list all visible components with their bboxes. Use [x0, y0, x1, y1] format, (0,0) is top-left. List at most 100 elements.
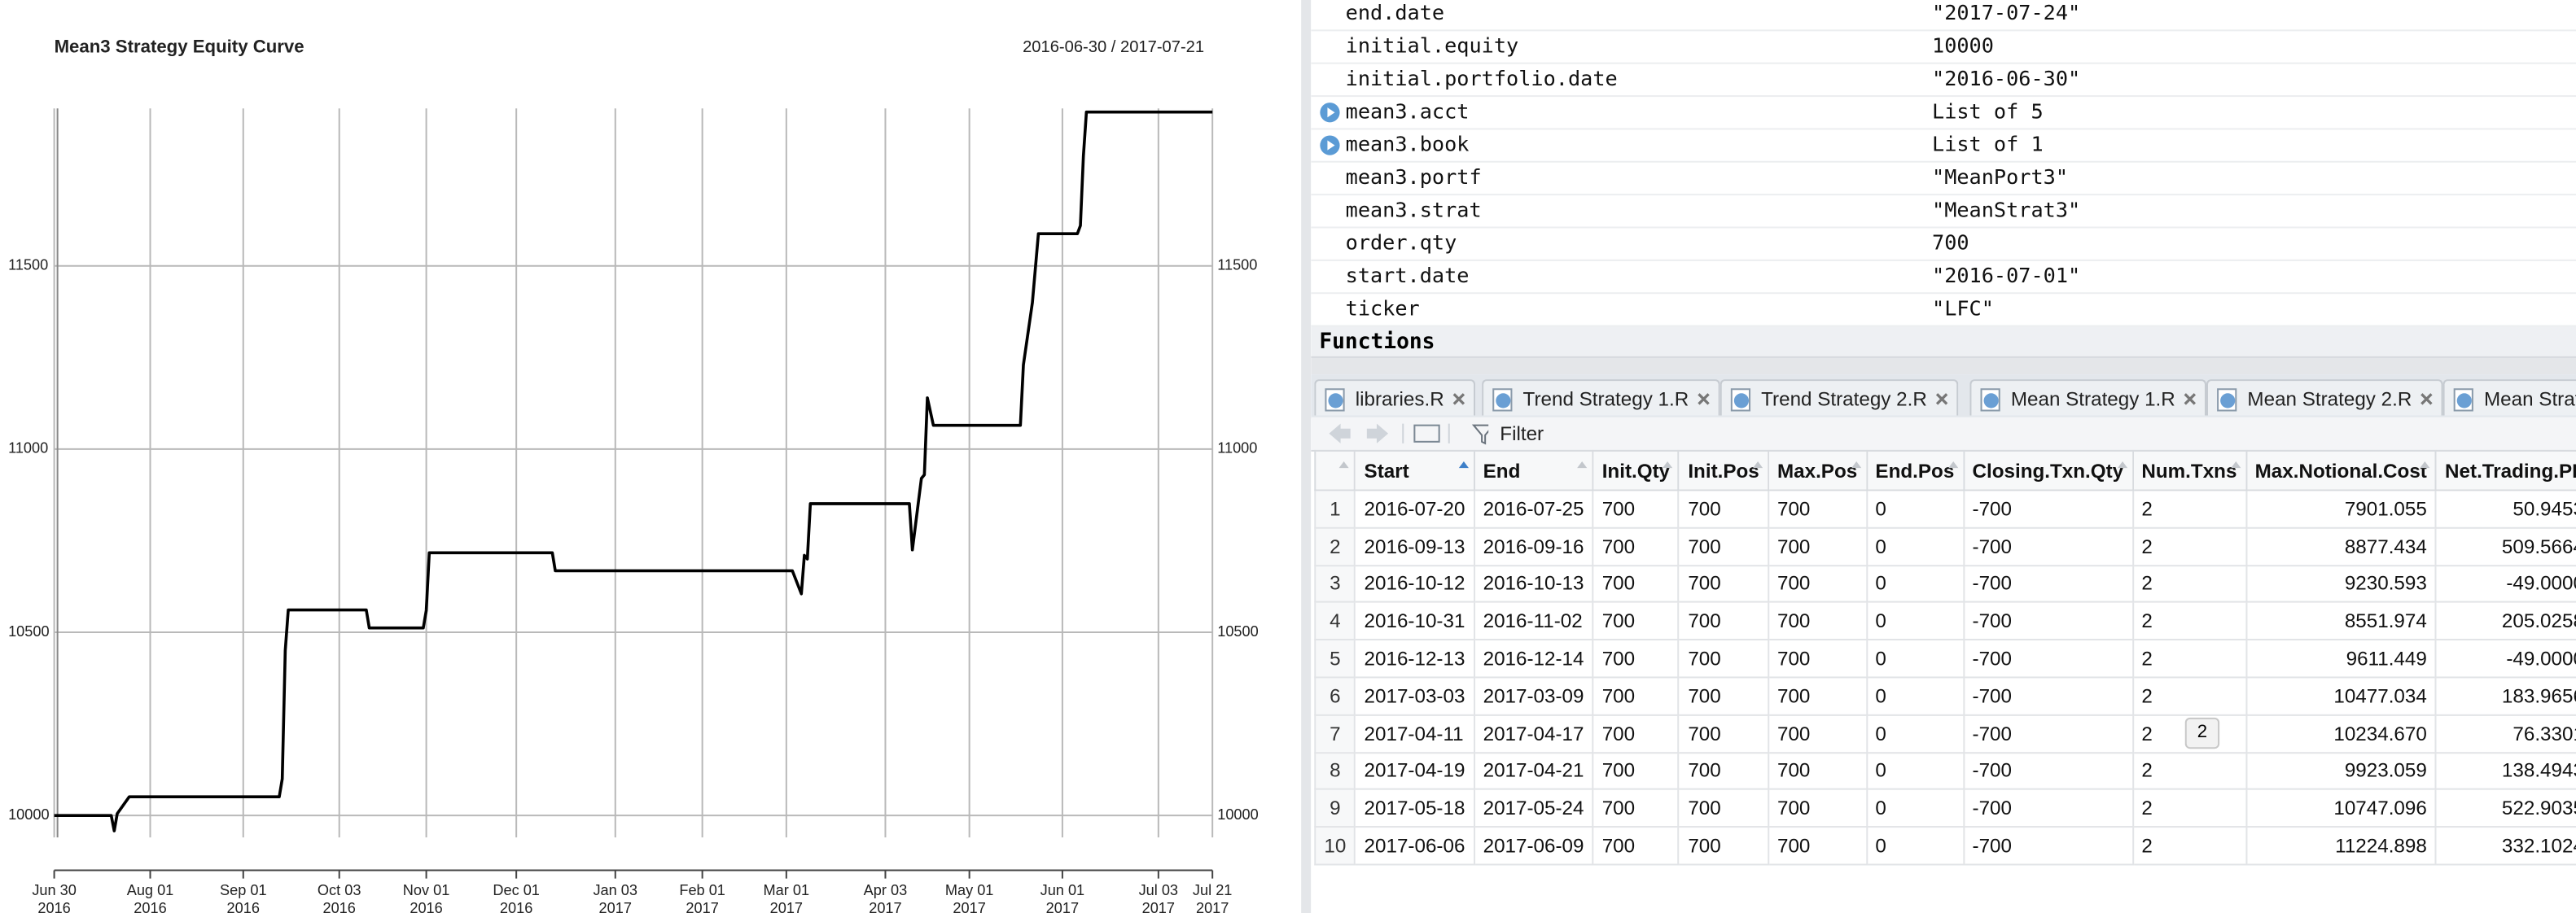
- row-number: 2: [1314, 526, 1356, 566]
- table-cell: 2016-12-14: [1473, 639, 1594, 679]
- close-tab[interactable]: [2184, 392, 2197, 405]
- editor-tab[interactable]: Trend Strategy 1.R: [1482, 379, 1720, 416]
- table-cell: 0: [1865, 788, 1965, 828]
- x-tick-label: Dec 01 2016: [493, 881, 540, 913]
- data-table: Start End Init.Qty Init.Pos Max.Pos End.Pos Cl…: [1314, 449, 2576, 866]
- environment-row[interactable]: ticker "LFC": [1311, 292, 2576, 327]
- table-cell: -700: [1962, 788, 2134, 828]
- environment-row[interactable]: initial.portfolio.date "2016-06-30": [1311, 63, 2576, 98]
- close-glyph: [1698, 393, 1710, 405]
- pane-splitter[interactable]: [1311, 357, 2576, 375]
- editor-tab[interactable]: Mean Strategy 1.R: [1969, 379, 2207, 416]
- editor-tab[interactable]: libraries.R: [1314, 379, 1476, 416]
- table-cell: 2016-10-12: [1354, 564, 1475, 604]
- table-cell: -49.0000: [2434, 639, 2576, 679]
- table-cell: 700: [1767, 601, 1868, 641]
- table-cell: 2017-05-24: [1473, 788, 1594, 828]
- table-cell: -700: [1962, 751, 2134, 791]
- variable-name: mean3.portf: [1345, 164, 1482, 190]
- close-tab[interactable]: [1935, 392, 1948, 405]
- forward-button[interactable]: [1366, 423, 1389, 443]
- x-tick-label: Feb 01 2017: [679, 881, 725, 913]
- table-cell: 700: [1767, 826, 1868, 866]
- nav-icons: [1329, 423, 1489, 445]
- column-header[interactable]: End: [1473, 449, 1594, 491]
- variable-value: 10000: [1932, 33, 1994, 58]
- x-tick-label: Jul 21 2017: [1192, 881, 1233, 913]
- column-header[interactable]: Max.Pos: [1767, 449, 1868, 491]
- table-cell: 0: [1865, 826, 1965, 866]
- table-cell: 205.0258: [2434, 601, 2576, 641]
- table-cell: 0: [1865, 639, 1965, 679]
- table-cell: 0: [1865, 526, 1965, 566]
- icon-badge: [2220, 393, 2236, 408]
- column-header[interactable]: Init.Pos: [1678, 449, 1769, 491]
- table-cell: 2: [2131, 826, 2247, 866]
- viewer-toolbar: Filter: [1311, 417, 2576, 452]
- y-tick-label: 11500: [1217, 257, 1257, 273]
- y-tick-label: 10500: [1217, 623, 1258, 640]
- column-header[interactable]: Num.Txns: [2131, 449, 2247, 491]
- row-number: 7: [1314, 714, 1356, 754]
- table-cell: 700: [1767, 714, 1868, 754]
- variable-value: List of 5: [1932, 98, 2044, 124]
- table-cell: 700: [1678, 526, 1769, 566]
- row-number: 6: [1314, 676, 1356, 716]
- table-cell: 9611.449: [2245, 639, 2437, 679]
- table-cell: 509.5664: [2434, 526, 2576, 566]
- environment-row[interactable]: mean3.book List of 1: [1311, 128, 2576, 163]
- column-header[interactable]: Closing.Txn.Qty: [1962, 449, 2134, 491]
- table-row: 3 2016-10-12 2016-10-13 700 700 700 0 -700 2 9230…: [1314, 564, 2576, 604]
- table-cell: 700: [1678, 788, 1769, 828]
- environment-row[interactable]: end.date "2017-07-24": [1311, 0, 2576, 32]
- table-cell: 0: [1865, 564, 1965, 604]
- variable-name: start.date: [1345, 262, 1470, 288]
- editor-tab[interactable]: Trend Strategy 2.R: [1720, 379, 1959, 416]
- table-cell: 700: [1592, 676, 1680, 716]
- equity-line: [54, 110, 1213, 832]
- environment-row[interactable]: mean3.acct List of 5: [1311, 95, 2576, 130]
- close-tab[interactable]: [2420, 392, 2433, 405]
- pane-divider[interactable]: [1301, 0, 1312, 913]
- y-tick-label: 11000: [8, 440, 48, 456]
- environment-row[interactable]: start.date "2016-07-01": [1311, 260, 2576, 295]
- expand-icon[interactable]: [1319, 102, 1340, 123]
- table-cell: 11224.898: [2245, 826, 2437, 866]
- row-number: 8: [1314, 751, 1356, 791]
- column-header[interactable]: Init.Qty: [1592, 449, 1680, 491]
- table-cell: 700: [1592, 564, 1680, 604]
- environment-row[interactable]: mean3.portf "MeanPort3": [1311, 161, 2576, 196]
- chart: Mean3 Strategy Equity Curve 2016-06-30 /…: [8, 36, 1259, 879]
- table-cell: 700: [1678, 489, 1769, 529]
- environment-row[interactable]: mean3.strat "MeanStrat3": [1311, 194, 2576, 229]
- close-tab[interactable]: [1452, 392, 1465, 405]
- table-cell: 50.9453: [2434, 489, 2576, 529]
- column-header[interactable]: Max.Notional.Cost: [2245, 449, 2437, 491]
- column-header[interactable]: Start: [1354, 449, 1475, 491]
- y-tick-label: 11000: [1217, 440, 1257, 456]
- table-cell: 700: [1767, 564, 1868, 604]
- table-cell: 2017-06-09: [1473, 826, 1594, 866]
- expand-icon[interactable]: [1319, 134, 1340, 155]
- close-tab[interactable]: [1697, 392, 1710, 405]
- environment-row[interactable]: initial.equity 10000: [1311, 29, 2576, 64]
- table-cell: 0: [1865, 751, 1965, 791]
- variable-value: "LFC": [1932, 295, 1994, 321]
- column-header[interactable]: End.Pos: [1865, 449, 1965, 491]
- editor-tab[interactable]: Mean Strategy 3.R: [2442, 379, 2576, 416]
- table-cell: 700: [1592, 751, 1680, 791]
- table-cell: 10477.034: [2245, 676, 2437, 716]
- table-row: 6 2017-03-03 2017-03-09 700 700 700 0 -700 2 1047…: [1314, 676, 2576, 716]
- table-cell: 138.4943: [2434, 751, 2576, 791]
- filter-button[interactable]: Filter: [1500, 422, 1544, 445]
- environment-row[interactable]: order.qty 700: [1311, 226, 2576, 261]
- column-header[interactable]: Net.Trading.PL: [2434, 449, 2576, 491]
- back-button[interactable]: [1329, 423, 1351, 443]
- variable-value: "2016-07-01": [1932, 262, 2081, 288]
- editor-tab[interactable]: Mean Strategy 2.R: [2206, 379, 2443, 416]
- x-tick-label: Jun 30 2016: [32, 881, 77, 913]
- popout-button[interactable]: [1413, 424, 1440, 443]
- table-cell: 2017-04-11: [1354, 714, 1475, 754]
- table-cell: 9230.593: [2245, 564, 2437, 604]
- variable-value: "2016-06-30": [1932, 65, 2081, 90]
